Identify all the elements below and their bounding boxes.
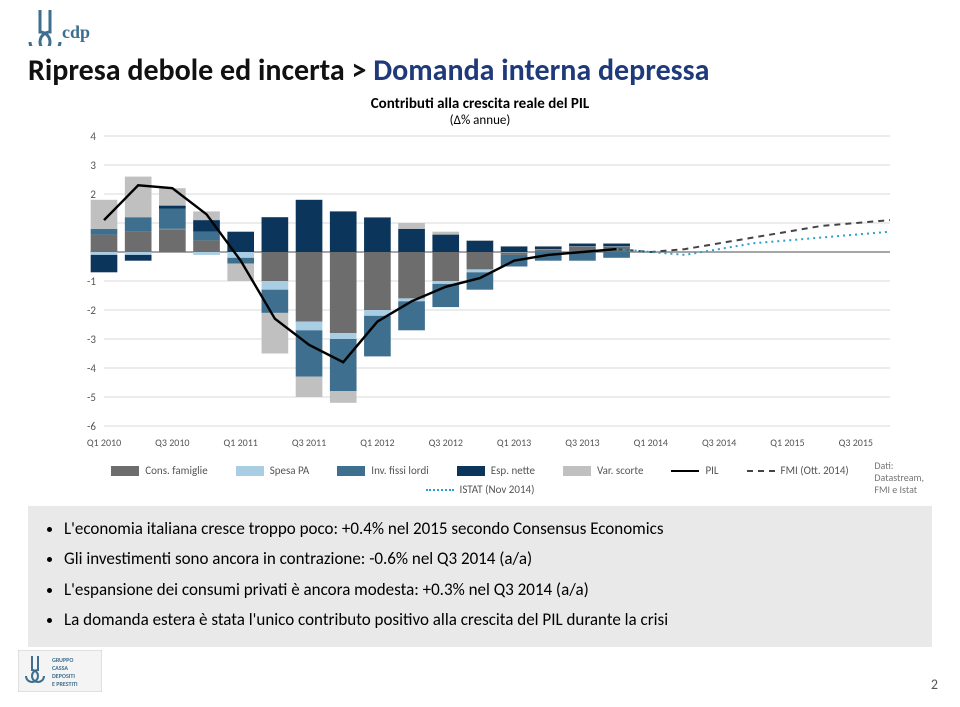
svg-text:Q3 2013: Q3 2013	[565, 436, 599, 449]
title-part-2: Domanda interna depressa	[373, 52, 709, 89]
legend-item-spesa-pa: Spesa PA	[236, 464, 310, 477]
bullets-container: L'economia italiana cresce troppo poco: …	[28, 506, 932, 647]
legend-item-cons: Cons. famiglie	[111, 464, 207, 477]
svg-text:-1: -1	[87, 275, 96, 288]
svg-text:-2: -2	[87, 304, 96, 317]
chart-title: Contributi alla crescita reale del PIL	[28, 95, 932, 113]
bullet-item: L'espansione dei consumi privati è ancor…	[64, 577, 918, 603]
svg-text:Q1 2010: Q1 2010	[87, 436, 121, 449]
bullet-list: L'economia italiana cresce troppo poco: …	[42, 516, 918, 633]
chart-source: Dati:Datastream,FMI e Istat	[874, 460, 924, 496]
svg-text:-4: -4	[87, 362, 96, 375]
svg-text:4: 4	[90, 130, 96, 143]
page-number: 2	[931, 676, 938, 693]
svg-text:Q1 2013: Q1 2013	[497, 436, 531, 449]
svg-text:Q1 2011: Q1 2011	[224, 436, 258, 449]
chart-container: Contributi alla crescita reale del PIL (…	[28, 95, 932, 496]
legend-item-fmi: FMI (Ott. 2014)	[747, 464, 849, 477]
svg-text:3: 3	[90, 159, 96, 172]
svg-text:-3: -3	[87, 333, 96, 346]
svg-text:Q3 2011: Q3 2011	[292, 436, 326, 449]
legend-item-istat: ISTAT (Nov 2014)	[426, 483, 535, 496]
svg-text:Q1 2012: Q1 2012	[360, 436, 394, 449]
svg-text:Q3 2014: Q3 2014	[702, 436, 736, 449]
svg-text:Q3 2015: Q3 2015	[839, 436, 873, 449]
svg-text:GRUPPO: GRUPPO	[52, 656, 73, 664]
svg-text:Q3 2010: Q3 2010	[155, 436, 189, 449]
svg-text:Q3 2012: Q3 2012	[429, 436, 463, 449]
svg-text:Q1 2015: Q1 2015	[770, 436, 804, 449]
bullet-item: La domanda estera è stata l'unico contri…	[64, 607, 918, 633]
svg-text:-5: -5	[87, 391, 96, 404]
legend-item-inv: Inv. fissi lordi	[337, 464, 428, 477]
slide-title: Ripresa debole ed incerta > Domanda inte…	[28, 54, 932, 87]
svg-text:2: 2	[90, 188, 96, 201]
legend-item-esp: Esp. nette	[457, 464, 535, 477]
bullet-item: L'economia italiana cresce troppo poco: …	[64, 516, 918, 542]
chart-legend: Cons. famiglie Spesa PA Inv. fissi lordi…	[70, 464, 890, 496]
svg-text:cdp: cdp	[62, 22, 90, 42]
legend-item-pil: PIL	[671, 464, 718, 477]
svg-text:Q1 2014: Q1 2014	[634, 436, 668, 449]
title-part-1: Ripresa debole ed incerta >	[28, 52, 373, 89]
svg-text:DEPOSITI: DEPOSITI	[52, 672, 75, 680]
legend-item-var-scorte: Var. scorte	[563, 464, 643, 477]
svg-text:-6: -6	[87, 420, 96, 433]
chart-subtitle: (Δ% annue)	[28, 113, 932, 128]
gruppo-cdp-logo-icon: GRUPPO CASSA DEPOSITI E PRESTITI	[18, 650, 102, 697]
bullet-item: Gli investimenti sono ancora in contrazi…	[64, 546, 918, 572]
svg-text:CASSA: CASSA	[52, 664, 68, 672]
svg-text:E PRESTITI: E PRESTITI	[52, 680, 78, 688]
cdp-logo-icon: cdp	[22, 6, 108, 51]
slide: cdp Ripresa debole ed incerta > Domanda …	[0, 0, 960, 707]
stacked-bar-chart: -6-5-4-3-2-101234Q1 2010Q3 2010Q1 2011Q3…	[60, 130, 900, 460]
